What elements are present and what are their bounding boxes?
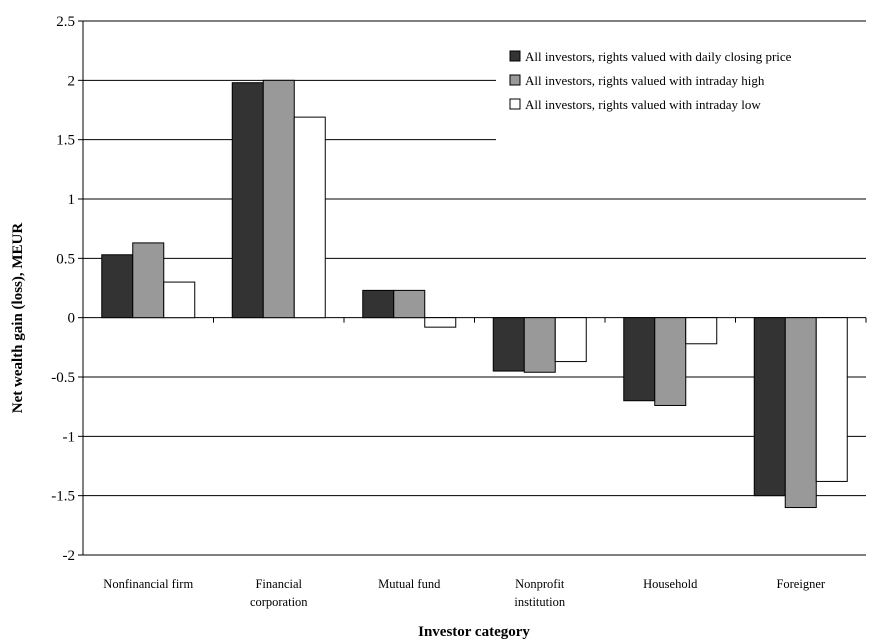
- bar: [262, 79, 295, 319]
- axes: [82, 21, 867, 556]
- legend-label: All investors, rights valued with intrad…: [525, 97, 761, 112]
- legend-label: All investors, rights valued with intrad…: [525, 73, 765, 88]
- bar: [163, 281, 196, 319]
- y-tick-label: -0.5: [51, 370, 75, 386]
- bar: [685, 317, 718, 345]
- y-tick-label: 1: [68, 192, 76, 208]
- bar: [132, 242, 165, 319]
- y-tick-labels: 2.5 2 1.5 1 0.5 0 -0.5 -1 -1.5 -2: [51, 14, 83, 564]
- y-axis-title: Net wealth gain (loss), MEUR: [10, 223, 26, 414]
- y-tick-label: 0: [68, 311, 76, 327]
- bar: [393, 289, 426, 319]
- legend-swatch: [509, 50, 521, 62]
- bar: [784, 317, 817, 509]
- x-tick-label: Nonfinancial firm: [103, 577, 193, 591]
- x-tick-label: Household: [643, 577, 698, 591]
- x-tick-label: Nonprofit institution: [514, 577, 565, 609]
- bars: [101, 79, 848, 509]
- y-tick-label: 2.5: [56, 14, 75, 30]
- x-tick-labels: Nonfinancial firm Financial corporation Mut…: [103, 577, 826, 609]
- y-tick-label: 2: [68, 73, 76, 89]
- bar: [362, 289, 395, 319]
- x-tick-label: Mutual fund: [378, 577, 441, 591]
- bar: [815, 317, 848, 482]
- y-tick-label: -1.5: [51, 489, 75, 505]
- bar: [424, 317, 457, 328]
- bar: [654, 317, 687, 406]
- y-tick-label: -2: [63, 548, 76, 564]
- bar: [753, 317, 786, 497]
- bar: [554, 317, 587, 363]
- y-tick-label: 1.5: [56, 133, 75, 149]
- y-tick-label: -1: [63, 429, 76, 445]
- legend: All investors, rights valued with daily …: [509, 49, 792, 112]
- legend-swatch: [509, 74, 521, 86]
- legend-background: [496, 38, 881, 148]
- bar: [231, 82, 264, 319]
- bar: [101, 254, 134, 319]
- x-axis-title: Investor category: [418, 624, 530, 640]
- bar: [492, 317, 525, 372]
- legend-label: All investors, rights valued with daily …: [525, 49, 792, 64]
- legend-swatch: [509, 98, 521, 110]
- bar: [623, 317, 656, 402]
- x-tick-label: Financial corporation: [250, 577, 308, 609]
- bar: [523, 317, 556, 373]
- bar: [293, 116, 326, 319]
- y-tick-label: 0.5: [56, 251, 75, 267]
- x-tick-label: Foreigner: [776, 577, 825, 591]
